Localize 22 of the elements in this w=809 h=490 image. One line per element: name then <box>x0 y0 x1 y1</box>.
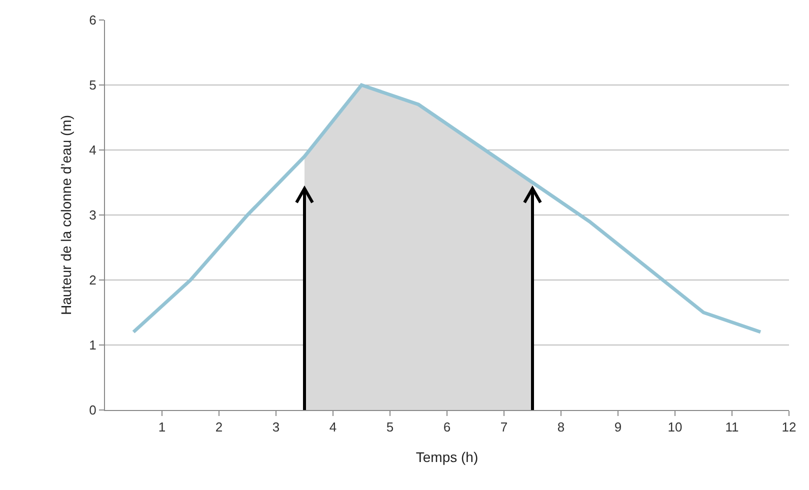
x-tick-label: 4 <box>329 420 337 435</box>
x-tick-label: 1 <box>158 420 166 435</box>
x-tick-label: 10 <box>668 420 682 435</box>
x-tick-label: 9 <box>614 420 622 435</box>
y-tick-label: 3 <box>89 208 96 223</box>
y-tick-label: 4 <box>89 142 96 158</box>
x-tick-label: 3 <box>272 420 280 435</box>
y-tick-label: 5 <box>89 78 96 93</box>
line-series <box>132 83 762 334</box>
y-tick-label: 0 <box>89 402 96 418</box>
x-tick-label: 8 <box>557 420 565 435</box>
x-tick-label: 5 <box>386 420 394 435</box>
x-tick-label: 7 <box>500 420 508 435</box>
y-tick-label: 6 <box>89 12 96 28</box>
x-axis-title: Temps (h) <box>416 448 478 465</box>
x-tick-label: 11 <box>725 420 739 435</box>
x-tick-label: 2 <box>215 420 223 435</box>
y-tick-label: 2 <box>89 272 96 288</box>
y-tick-label: 1 <box>89 338 96 353</box>
x-tick-label: 6 <box>443 420 451 435</box>
x-tick-label: 12 <box>782 420 796 435</box>
y-axis-title: Hauteur de la colonne d’eau (m) <box>58 114 74 316</box>
